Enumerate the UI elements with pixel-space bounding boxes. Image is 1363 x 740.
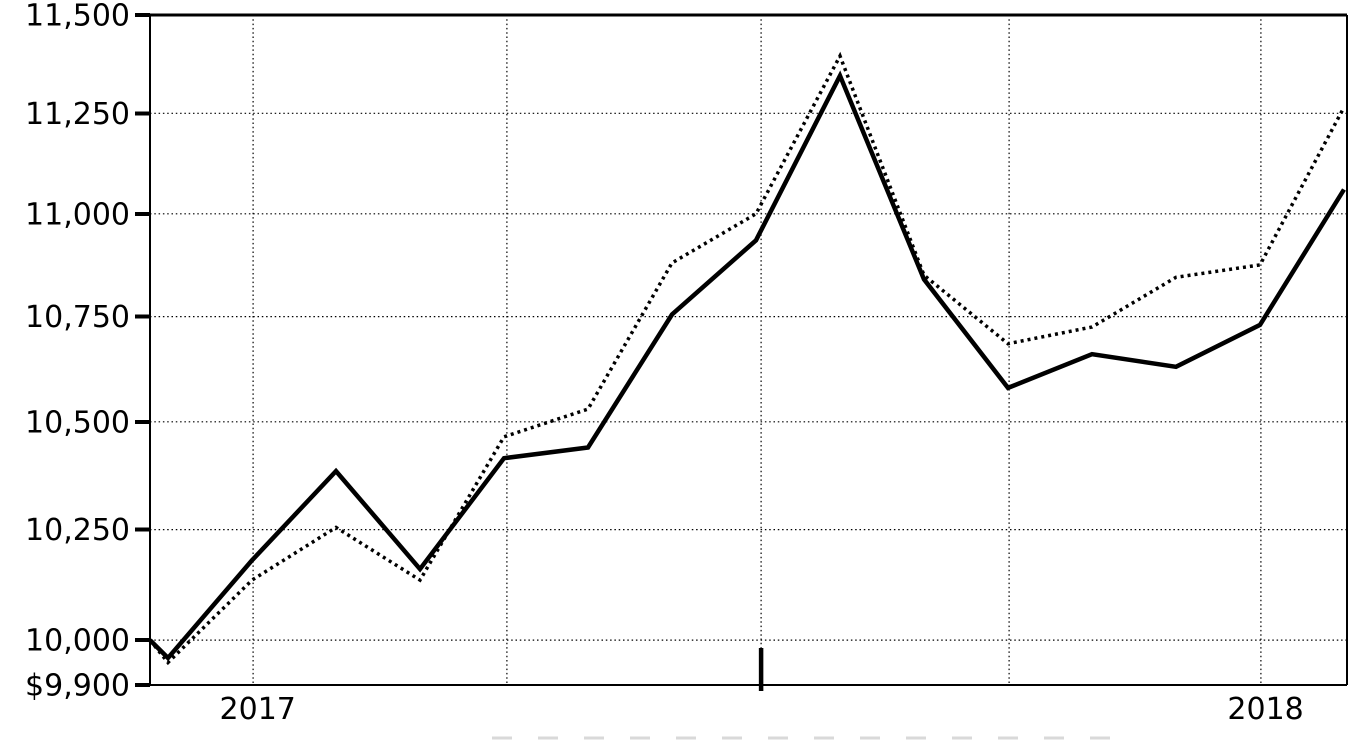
clipped-text-mark [676, 736, 696, 740]
clipped-text-mark [630, 736, 650, 740]
clipped-text-mark [768, 736, 788, 740]
clipped-text-mark [906, 736, 926, 740]
dotted-series-line [148, 51, 1346, 666]
clipped-text-mark [998, 736, 1018, 740]
y-tick-label: $9,900 [25, 669, 130, 704]
x-axis-label-2017: 2017 [220, 692, 296, 727]
clipped-text-mark [538, 736, 558, 740]
clipped-text-mark [1044, 736, 1064, 740]
y-tick-label: 10,000 [25, 624, 130, 659]
clipped-text-mark [722, 736, 742, 740]
y-tick-label: 10,500 [25, 405, 130, 440]
solid-series-line [148, 70, 1346, 662]
clipped-text-mark [584, 736, 604, 740]
x-axis-label-2018: 2018 [1227, 692, 1303, 727]
x-axis-labels: 2017 2018 [220, 692, 1304, 727]
y-tick-label: 11,500 [25, 0, 130, 34]
clipped-text-mark [492, 736, 512, 740]
horizontal-gridlines [150, 112, 1347, 641]
y-tick-label: 10,250 [25, 513, 130, 548]
vertical-gridlines [252, 15, 1262, 685]
y-axis-labels: 11,500 11,250 11,000 10,750 10,500 10,250 10,0… [25, 0, 130, 704]
clipped-text-mark [860, 736, 880, 740]
y-axis-ticks [135, 13, 150, 687]
clipped-text-mark [1090, 736, 1110, 740]
clipped-text-mark [814, 736, 834, 740]
y-tick-label: 11,000 [25, 197, 130, 232]
plot-border [136, 13, 1349, 691]
y-tick-label: 10,750 [25, 300, 130, 335]
series-lines [148, 51, 1346, 666]
clipped-caption-remnant [492, 736, 1110, 740]
clipped-text-mark [952, 736, 972, 740]
y-tick-label: 11,250 [25, 97, 130, 132]
